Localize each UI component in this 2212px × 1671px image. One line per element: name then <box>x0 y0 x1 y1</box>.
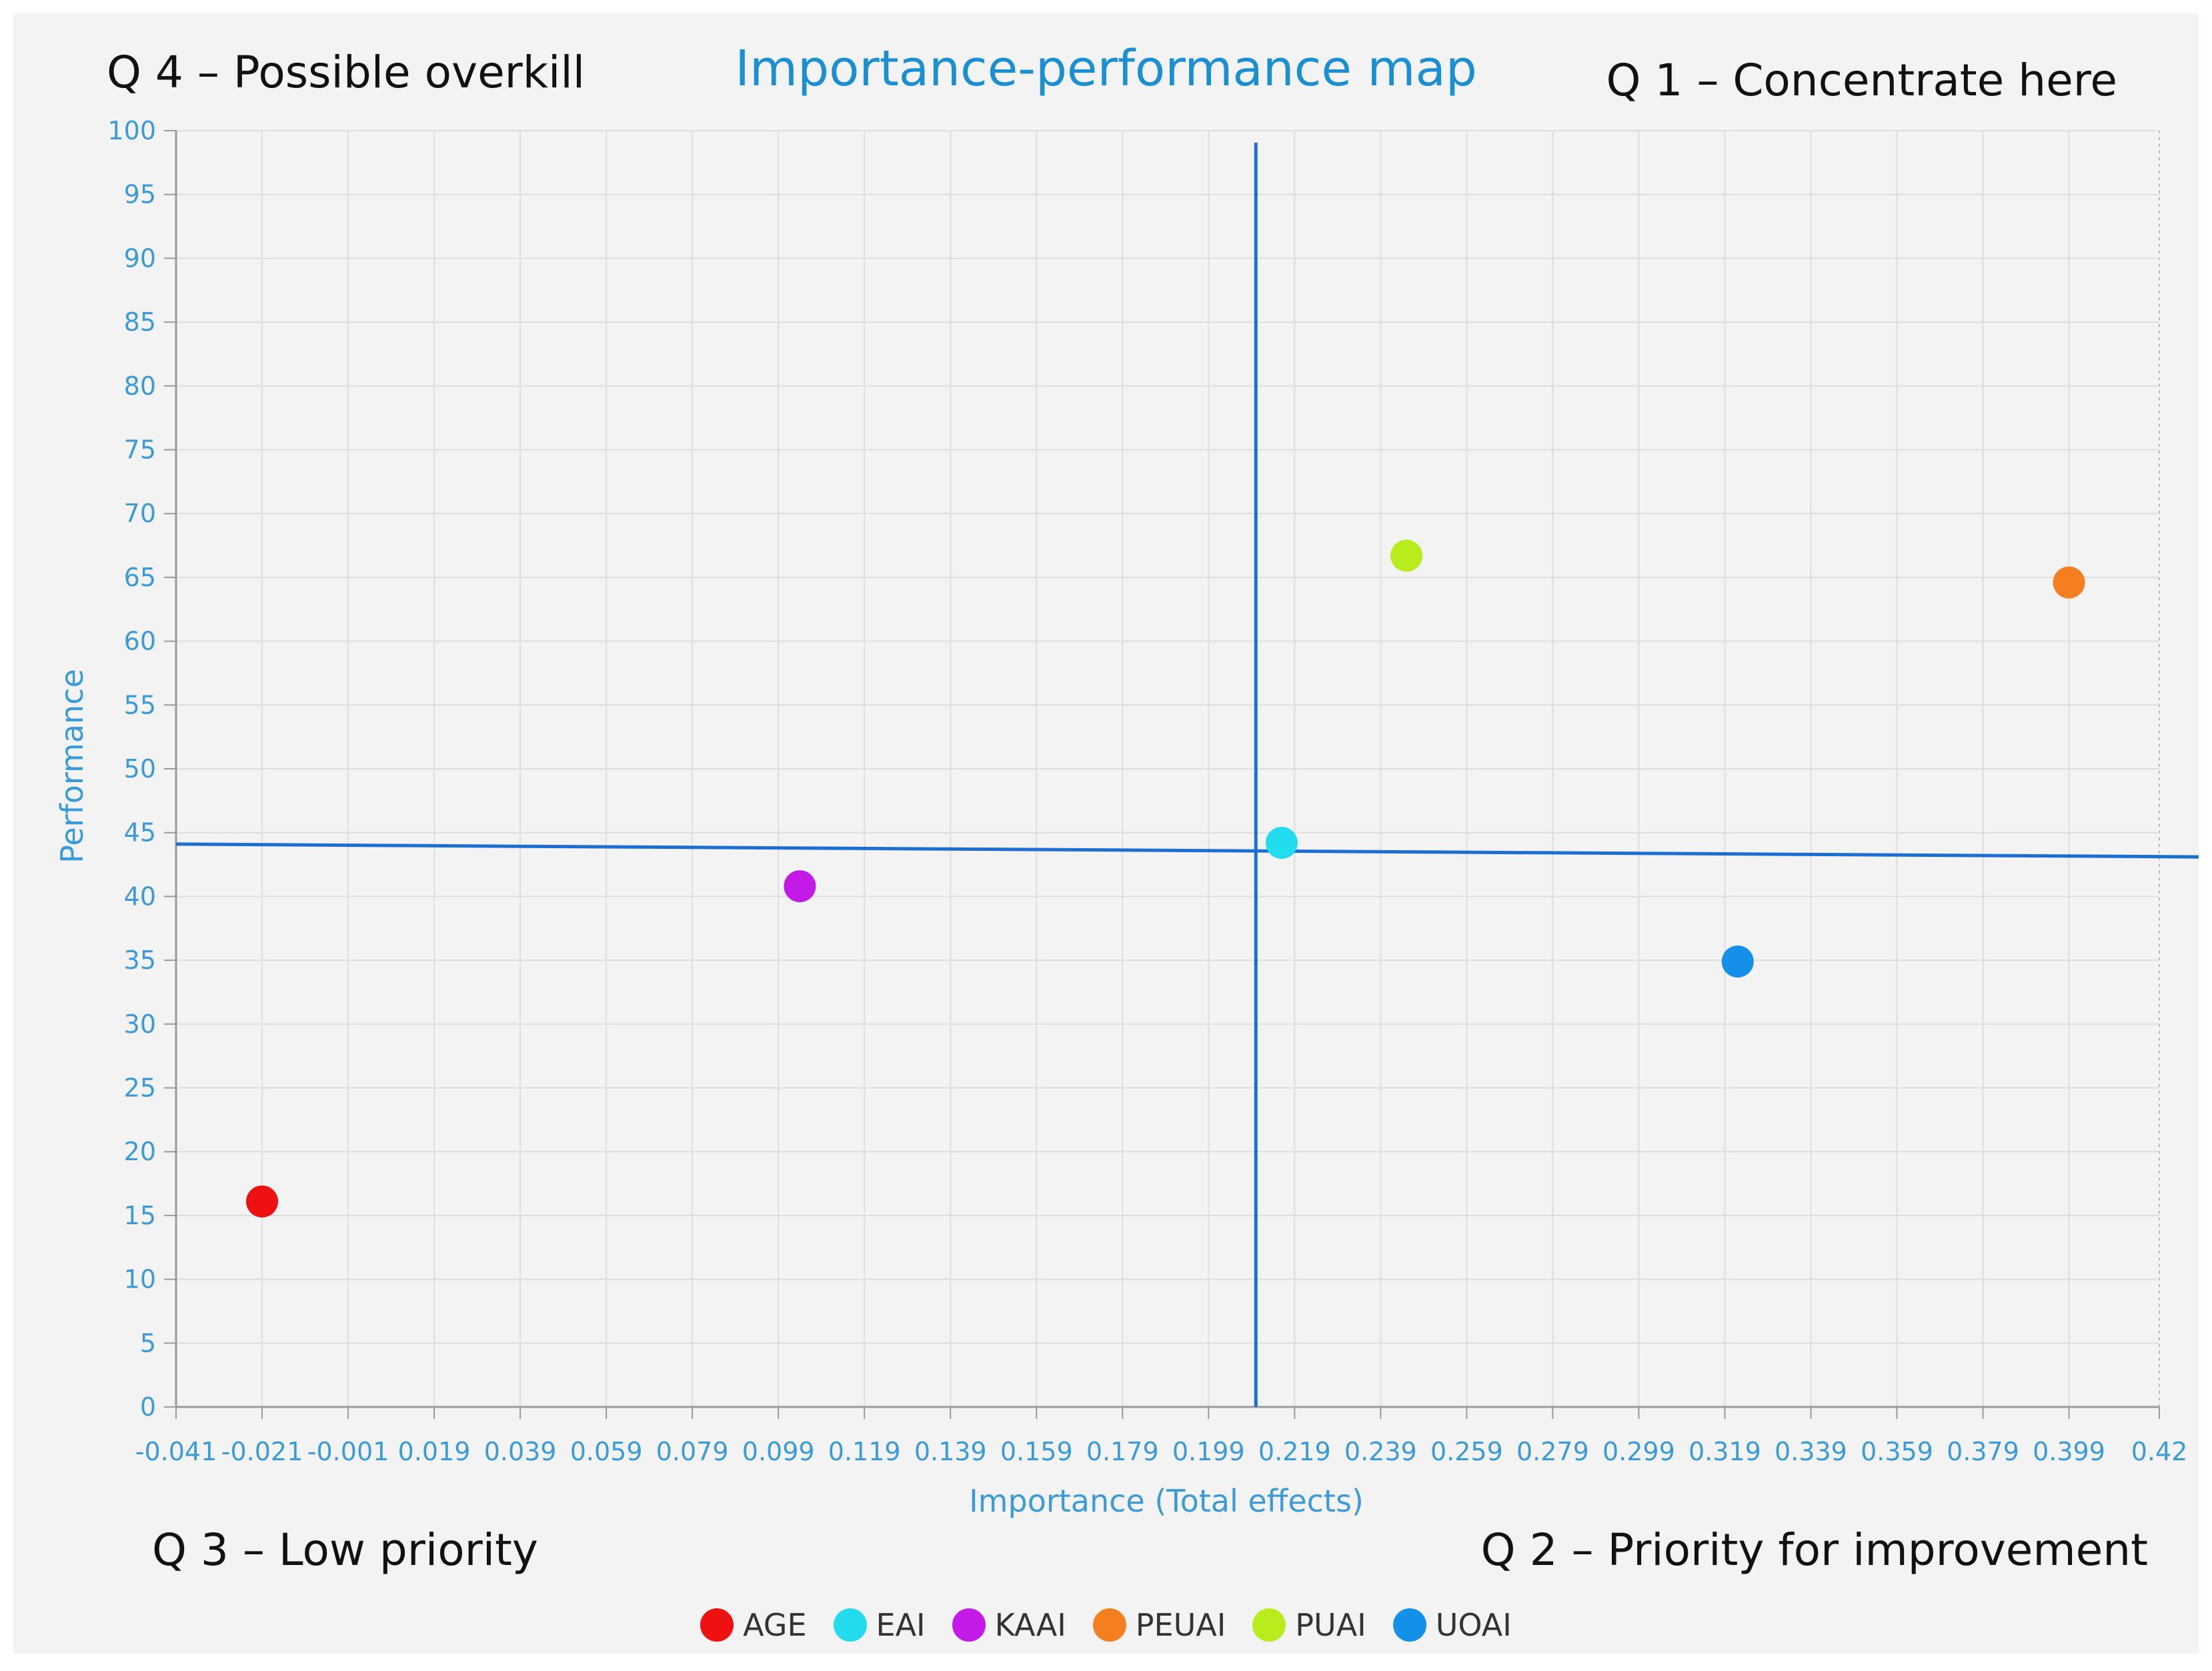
x-tick-label: 0.219 <box>1258 1437 1331 1466</box>
quadrant-4-label: Q 4 – Possible overkill <box>107 47 586 98</box>
y-tick-label: 55 <box>124 690 156 719</box>
y-tick-label: 70 <box>124 499 156 528</box>
x-tick-label: 0.059 <box>570 1437 643 1466</box>
data-point-eai <box>1265 827 1298 860</box>
legend-swatch <box>1392 1608 1426 1642</box>
x-axis-label: Importance (Total effects) <box>969 1483 1364 1519</box>
quadrant-2-label: Q 2 – Priority for improvement <box>1480 1524 2148 1576</box>
y-tick-label: 15 <box>124 1201 156 1230</box>
x-tick-label: 0.079 <box>656 1437 729 1466</box>
x-tick-label: 0.159 <box>1000 1437 1073 1466</box>
x-tick-label: 0.379 <box>1947 1437 2019 1466</box>
legend-swatch <box>833 1608 867 1642</box>
x-tick-label: 0.319 <box>1689 1437 1761 1466</box>
y-tick-label: 50 <box>124 754 156 783</box>
data-point-peuai <box>2053 566 2085 599</box>
legend: AGE EAI KAAI PEUAI PUAI UOAI <box>0 1608 2212 1642</box>
y-tick-label: 10 <box>124 1265 156 1294</box>
x-tick-label: 0.119 <box>828 1437 901 1466</box>
legend-swatch <box>1092 1608 1126 1642</box>
y-tick-label: 25 <box>124 1074 156 1103</box>
x-tick-label: 0.039 <box>484 1437 557 1466</box>
y-tick-label: 100 <box>107 116 156 145</box>
horizontal-reference-line <box>175 842 2199 859</box>
legend-label: PUAI <box>1295 1607 1366 1643</box>
y-tick-label: 85 <box>124 307 156 337</box>
legend-swatch <box>952 1608 986 1642</box>
legend-swatch <box>1252 1608 1286 1642</box>
data-point-puai <box>1390 539 1423 572</box>
x-tick-label: 0.399 <box>2033 1437 2105 1466</box>
quadrant-1-label: Q 1 – Concentrate here <box>1606 55 2117 106</box>
legend-item-peuai: PEUAI <box>1092 1607 1226 1643</box>
y-tick-label: 20 <box>124 1137 156 1166</box>
y-tick-label: 90 <box>124 243 156 273</box>
legend-swatch <box>700 1608 734 1642</box>
y-tick-label: 5 <box>140 1328 156 1358</box>
y-tick-label: 45 <box>124 818 156 848</box>
legend-item-eai: EAI <box>833 1607 926 1643</box>
data-point-kaai <box>784 870 816 903</box>
legend-label: UOAI <box>1435 1607 1512 1643</box>
x-tick-label: -0.021 <box>221 1437 303 1466</box>
x-tick-label: 0.259 <box>1430 1437 1503 1466</box>
legend-item-age: AGE <box>700 1607 807 1643</box>
x-tick-label: 0.139 <box>914 1437 987 1466</box>
legend-item-kaai: KAAI <box>952 1608 1066 1642</box>
x-tick-label: 0.179 <box>1086 1437 1159 1466</box>
y-tick-label: 30 <box>124 1010 156 1039</box>
legend-item-uoai: UOAI <box>1392 1607 1512 1643</box>
data-point-age <box>246 1185 279 1218</box>
chart-panel <box>13 13 2199 1654</box>
x-tick-label: 0.279 <box>1516 1437 1589 1466</box>
x-tick-label: 0.339 <box>1775 1437 1847 1466</box>
x-tick-label: 0.019 <box>398 1437 471 1466</box>
y-tick-label: 60 <box>124 627 156 656</box>
y-tick-label: 0 <box>140 1392 156 1422</box>
x-tick-label: 0.099 <box>742 1437 815 1466</box>
y-tick-label: 95 <box>124 180 156 209</box>
x-tick-label: 0.239 <box>1344 1437 1417 1466</box>
legend-label: AGE <box>743 1607 807 1643</box>
y-tick-label: 75 <box>124 435 156 465</box>
y-tick-label: 80 <box>124 371 156 401</box>
legend-label: PEUAI <box>1135 1607 1226 1643</box>
x-tick-label: -0.001 <box>307 1437 389 1466</box>
y-tick-label: 40 <box>124 882 156 911</box>
y-tick-label: 65 <box>124 563 156 592</box>
y-tick-label: 35 <box>124 946 156 975</box>
legend-label: EAI <box>876 1607 926 1643</box>
data-point-uoai <box>1721 946 1754 978</box>
legend-item-puai: PUAI <box>1252 1608 1366 1642</box>
quadrant-3-label: Q 3 – Low priority <box>152 1524 538 1576</box>
x-tick-label: 0.199 <box>1172 1437 1245 1466</box>
x-tick-label: 0.359 <box>1861 1437 1933 1466</box>
x-tick-label: 0.299 <box>1602 1437 1675 1466</box>
x-tick-label: 0.42 <box>2131 1437 2188 1466</box>
y-axis-label: Performance <box>54 669 90 864</box>
legend-label: KAAI <box>994 1607 1066 1643</box>
x-tick-label: -0.041 <box>135 1437 217 1466</box>
